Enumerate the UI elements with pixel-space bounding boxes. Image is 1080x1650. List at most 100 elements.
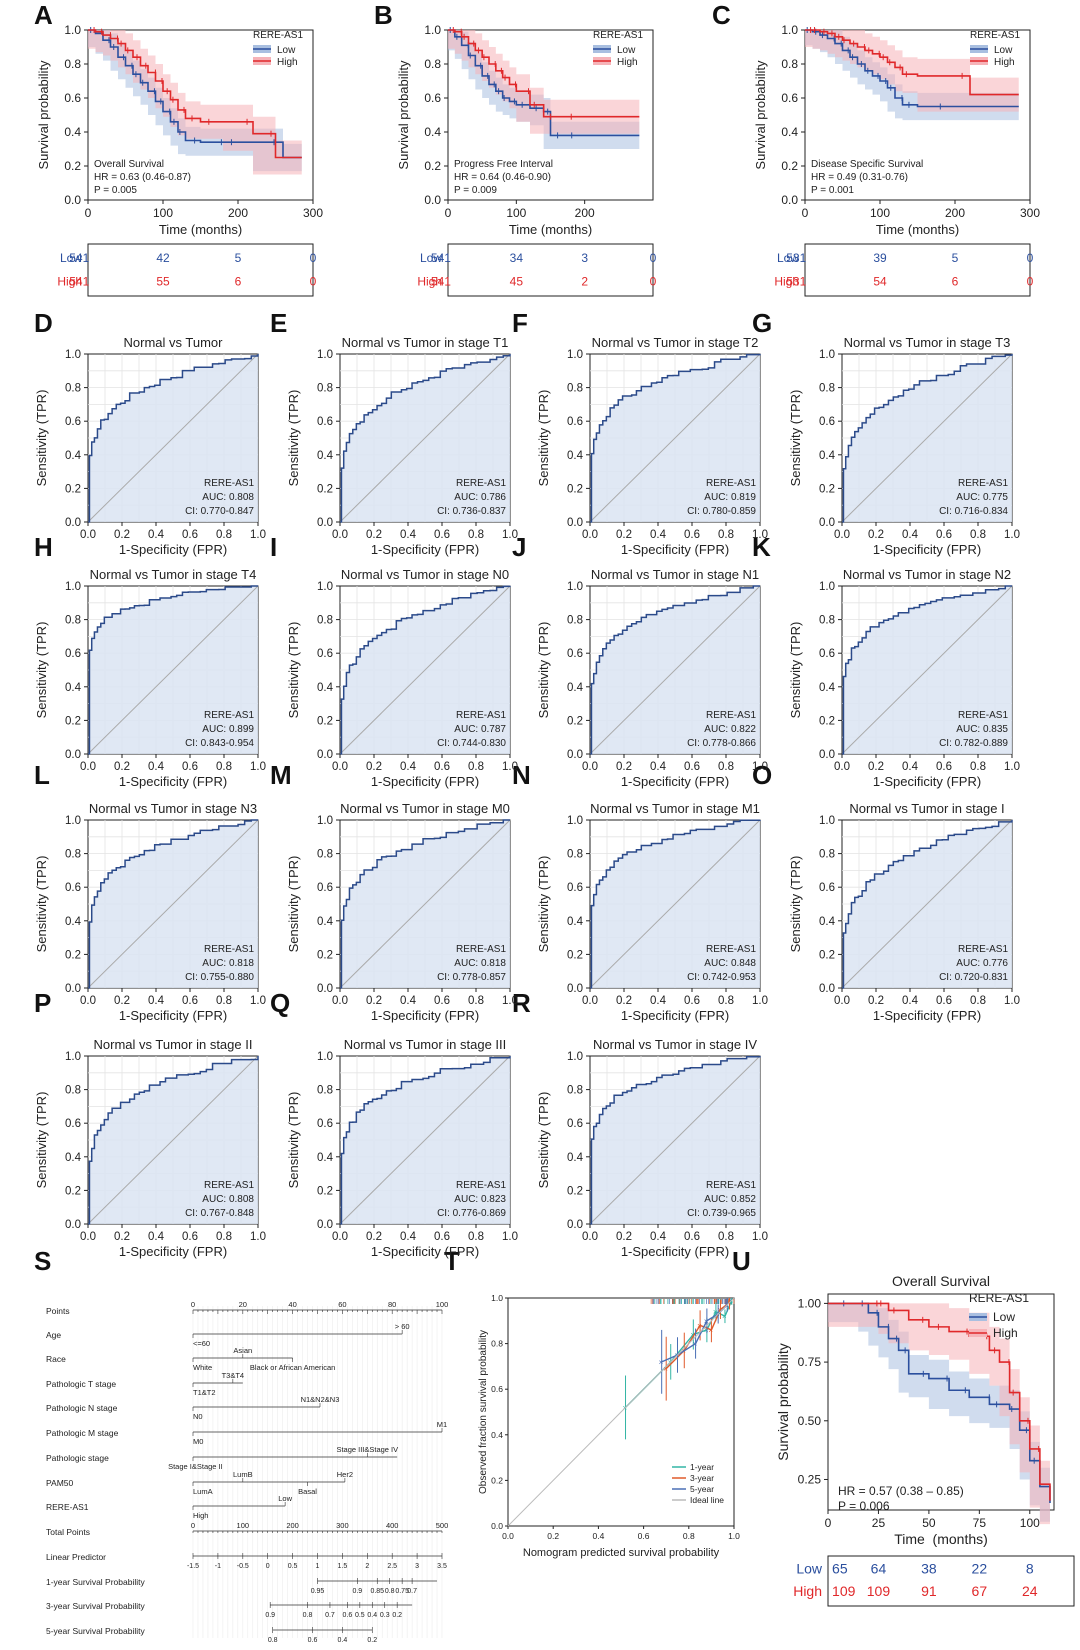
panel-b-letter: B xyxy=(374,0,393,30)
hr-annotation: HR = 0.63 (0.46-0.87) xyxy=(94,172,191,183)
x-tick-label: 200 xyxy=(575,206,595,220)
risk-count: 531 xyxy=(786,275,806,289)
x-tick-label: 0.2 xyxy=(868,529,884,541)
y-tick-label: 0.4 xyxy=(317,682,334,694)
nomogram-row-label: Age xyxy=(46,1330,61,1340)
y-axis-label: Sensitivity (TPR) xyxy=(536,390,551,487)
panel-q-letter: Q xyxy=(270,988,290,1018)
roc-chart-m: 0.00.0 0.2 0.2 0.4 0.4 0.6 0.6 0.8 0.8 1.0 1.0 Norm… xyxy=(286,801,518,1023)
x-tick-label: 0.2 xyxy=(616,1231,632,1243)
x-tick-label: 0.8 xyxy=(216,761,232,773)
chart-title: Normal vs Tumor in stage IV xyxy=(593,1037,757,1052)
panel-t-letter: T xyxy=(444,1246,460,1276)
roc-chart-r: 0.00.0 0.2 0.2 0.4 0.4 0.6 0.6 0.8 0.8 1.0 1.0 Norm… xyxy=(536,1037,768,1259)
x-tick-label: 1.0 xyxy=(250,529,266,541)
km-chart-u: Overall Survival 0 25 50 75 100 0.25 0.50 0.75 1.… xyxy=(775,1273,1075,1607)
roc-label: RERE-AS1 xyxy=(204,478,254,489)
x-tick-label: 1.0 xyxy=(502,1231,518,1243)
y-axis-label: Observed fraction survival probability xyxy=(478,1330,489,1494)
x-tick-label: 0 xyxy=(445,206,452,220)
diagonal-reference-line xyxy=(87,353,259,523)
legend-title: RERE-AS1 xyxy=(970,30,1020,41)
risk-count: 8 xyxy=(1026,1561,1034,1577)
y-axis-label: Survival probability xyxy=(775,1343,791,1461)
roc-label: RERE-AS1 xyxy=(958,944,1008,955)
y-tick-label: 0.6 xyxy=(567,1118,583,1130)
hr-annotation: P = 0.006 xyxy=(838,1499,890,1513)
level-label: 0.4 xyxy=(367,1612,377,1619)
roc-label: RERE-AS1 xyxy=(204,944,254,955)
y-tick-label: 0.6 xyxy=(65,416,81,428)
x-tick-label: 0.2 xyxy=(366,761,382,773)
level-label: 0.4 xyxy=(338,1637,348,1644)
level-label: 0.6 xyxy=(308,1637,318,1644)
x-tick-label: 0.8 xyxy=(683,1531,695,1541)
x-tick-label: 0.4 xyxy=(650,529,667,541)
nomogram-row-label: 5-year Survival Probability xyxy=(46,1626,145,1636)
ci-value: CI: 0.716-0.834 xyxy=(939,506,1008,517)
panel-letter: A xyxy=(34,0,53,30)
panel-l-letter: L xyxy=(34,760,50,790)
level-label: 0.9 xyxy=(265,1612,275,1619)
roc-chart-q: 0.00.0 0.2 0.2 0.4 0.4 0.6 0.6 0.8 0.8 1.0 1.0 Norm… xyxy=(286,1037,518,1259)
legend-item-high: High xyxy=(617,57,638,68)
roc-chart-i: 0.00.0 0.2 0.2 0.4 0.4 0.6 0.6 0.8 0.8 1.0 1.0 Norm… xyxy=(286,567,518,789)
risk-table xyxy=(804,243,1031,297)
y-tick-label: 0.4 xyxy=(65,450,82,462)
x-tick-label: 0.8 xyxy=(216,529,232,541)
ci-band-high xyxy=(828,1303,1050,1525)
x-tick-label: 0.8 xyxy=(718,1231,734,1243)
x-tick-label: 1.0 xyxy=(502,529,518,541)
roc-label: RERE-AS1 xyxy=(456,1180,506,1191)
ci-band-high xyxy=(448,30,640,134)
auc-value: AUC: 0.818 xyxy=(454,958,506,969)
x-axis-label: 1-Specificity (FPR) xyxy=(119,1244,227,1259)
y-tick-label: 0.0 xyxy=(65,749,81,761)
y-axis-label: Survival probability xyxy=(396,60,411,170)
axis-tick-label: 100 xyxy=(237,1521,250,1530)
axis-tick-label: 80 xyxy=(388,1300,396,1309)
level-label: Her2 xyxy=(337,1470,353,1479)
y-tick-label: 0.0 xyxy=(424,193,441,207)
level-label: 0.8 xyxy=(303,1612,313,1619)
point-marker: × xyxy=(690,1330,695,1339)
x-tick-label: 0.6 xyxy=(434,529,450,541)
y-tick-label: 1.0 xyxy=(65,581,81,593)
panel-letter: O xyxy=(752,760,772,790)
roc-curve xyxy=(842,354,1013,523)
roc-curve xyxy=(340,1056,511,1225)
x-tick-label: 0.8 xyxy=(970,761,986,773)
y-axis-label: Sensitivity (TPR) xyxy=(788,390,803,487)
axis-tick-label: -0.5 xyxy=(237,1563,249,1570)
x-tick-label: 0 xyxy=(802,206,809,220)
x-tick-label: 25 xyxy=(872,1516,886,1530)
y-tick-label: 0.2 xyxy=(317,715,333,727)
survival-curve-high xyxy=(448,29,640,118)
x-tick-label: 1.0 xyxy=(502,995,518,1007)
ci-value: CI: 0.744-0.830 xyxy=(437,738,506,749)
roc-curve xyxy=(88,354,259,523)
x-tick-label: 0.2 xyxy=(616,761,632,773)
legend-item: 5-year xyxy=(690,1484,714,1494)
risk-count: 39 xyxy=(873,251,887,265)
y-tick-label: 1.0 xyxy=(65,349,81,361)
panel-letter: M xyxy=(270,760,292,790)
risk-count: 45 xyxy=(510,275,524,289)
y-tick-label: 0.4 xyxy=(317,916,334,928)
risk-count: 541 xyxy=(431,251,451,265)
x-tick-label: 0.0 xyxy=(582,995,598,1007)
risk-count: 38 xyxy=(921,1561,937,1577)
diagonal-reference-line xyxy=(87,819,259,989)
level-label: Basal xyxy=(298,1487,317,1496)
x-tick-label: 0.6 xyxy=(182,995,198,1007)
x-tick-label: 0.6 xyxy=(684,1231,700,1243)
x-tick-label: 0.6 xyxy=(182,529,198,541)
level-label: 0.85 xyxy=(370,1588,384,1595)
y-tick-label: 0.4 xyxy=(64,125,81,139)
panel-letter: E xyxy=(270,308,287,338)
nomogram-row-label: 3-year Survival Probability xyxy=(46,1601,145,1611)
y-tick-label: 1.0 xyxy=(317,581,333,593)
y-tick-label: 0.2 xyxy=(491,1475,503,1485)
x-tick-label: 0.4 xyxy=(592,1531,604,1541)
diagonal-reference-line xyxy=(87,585,259,755)
